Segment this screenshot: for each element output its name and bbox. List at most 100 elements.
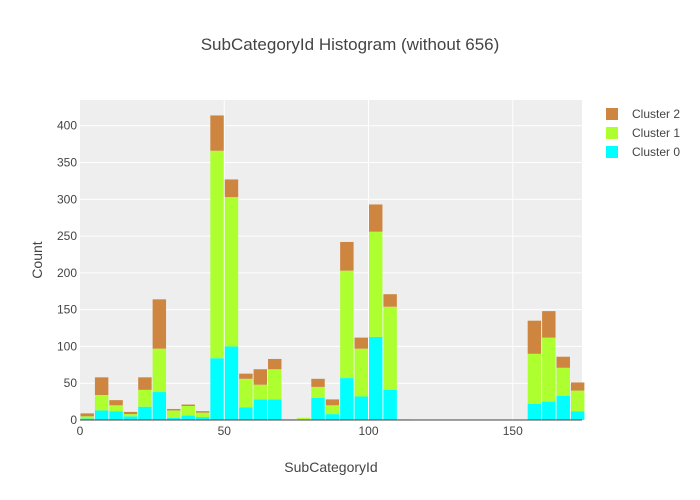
bar-cluster-1[interactable] xyxy=(570,390,585,412)
bar-cluster-1[interactable] xyxy=(542,337,556,402)
bar-cluster-0[interactable] xyxy=(340,378,354,420)
bar-cluster-2[interactable] xyxy=(167,408,181,411)
bar-cluster-0[interactable] xyxy=(542,401,556,420)
bar-cluster-0[interactable] xyxy=(527,403,542,420)
bar-cluster-2[interactable] xyxy=(152,299,167,349)
bar-cluster-2[interactable] xyxy=(109,400,123,406)
bar-cluster-2[interactable] xyxy=(325,399,340,406)
bar-cluster-2[interactable] xyxy=(138,377,152,390)
y-tick-label: 200 xyxy=(57,266,77,280)
bar-cluster-0[interactable] xyxy=(167,417,181,420)
x-tick-label: 0 xyxy=(77,424,84,438)
y-axis-title: Count xyxy=(29,241,45,278)
bar-cluster-0[interactable] xyxy=(369,336,383,420)
axes: 0 50 100 150 200 250 300 350 400 0 50 100 150 xyxy=(57,119,582,438)
legend-swatch xyxy=(606,108,618,120)
bar-cluster-2[interactable] xyxy=(253,369,268,385)
bar-cluster-2[interactable] xyxy=(340,241,354,271)
bar-cluster-1[interactable] xyxy=(224,197,239,347)
bar-cluster-2[interactable] xyxy=(311,378,325,387)
bar-cluster-1[interactable] xyxy=(138,389,152,407)
bar-cluster-0[interactable] xyxy=(195,417,210,420)
bar-cluster-1[interactable] xyxy=(556,367,570,396)
bar-cluster-1[interactable] xyxy=(210,150,224,359)
bar-cluster-0[interactable] xyxy=(109,411,123,420)
bar-cluster-1[interactable] xyxy=(152,348,167,393)
bar-cluster-0[interactable] xyxy=(383,389,397,420)
legend-item[interactable]: Cluster 2 xyxy=(606,107,680,121)
legend-swatch xyxy=(606,127,618,139)
bar-cluster-0[interactable] xyxy=(570,411,585,420)
bar-cluster-2[interactable] xyxy=(239,373,253,379)
x-tick-label: 50 xyxy=(218,424,232,438)
bar-cluster-1[interactable] xyxy=(325,405,340,415)
bar-cluster-1[interactable] xyxy=(268,369,282,400)
bar-cluster-2[interactable] xyxy=(369,204,383,232)
bar-cluster-2[interactable] xyxy=(80,413,94,417)
bar-cluster-1[interactable] xyxy=(527,353,542,404)
y-tick-label: 400 xyxy=(57,119,77,133)
legend-label: Cluster 0 xyxy=(632,145,680,159)
bar-cluster-1[interactable] xyxy=(296,417,311,420)
bar-cluster-0[interactable] xyxy=(80,418,94,420)
bar-cluster-2[interactable] xyxy=(94,377,109,395)
bar-cluster-0[interactable] xyxy=(556,395,570,420)
bar-cluster-2[interactable] xyxy=(224,179,239,198)
bar-cluster-0[interactable] xyxy=(325,414,340,420)
legend-label: Cluster 1 xyxy=(632,126,680,140)
bar-cluster-0[interactable] xyxy=(224,346,239,420)
bar-cluster-0[interactable] xyxy=(123,416,138,420)
bar-cluster-2[interactable] xyxy=(195,411,210,413)
bar-cluster-0[interactable] xyxy=(138,406,152,420)
bar-cluster-0[interactable] xyxy=(311,397,325,420)
bar-cluster-2[interactable] xyxy=(181,404,195,407)
x-axis-title: SubCategoryId xyxy=(284,459,377,475)
bar-cluster-2[interactable] xyxy=(123,411,138,415)
bar-cluster-2[interactable] xyxy=(383,294,397,307)
y-tick-label: 100 xyxy=(57,339,77,353)
bar-cluster-1[interactable] xyxy=(354,348,369,397)
bar-cluster-0[interactable] xyxy=(152,392,167,420)
bar-marks xyxy=(80,115,585,420)
bar-cluster-1[interactable] xyxy=(369,231,383,337)
bar-cluster-0[interactable] xyxy=(354,396,369,420)
y-tick-label: 250 xyxy=(57,229,77,243)
bar-cluster-2[interactable] xyxy=(570,382,585,391)
legend[interactable]: Cluster 2 Cluster 1 Cluster 0 xyxy=(606,107,680,159)
bar-cluster-2[interactable] xyxy=(210,115,224,151)
legend-item[interactable]: Cluster 1 xyxy=(606,126,680,140)
bar-cluster-1[interactable] xyxy=(340,270,354,379)
y-tick-label: 0 xyxy=(70,413,77,427)
bar-cluster-0[interactable] xyxy=(253,399,268,420)
bar-cluster-2[interactable] xyxy=(556,356,570,368)
bar-cluster-1[interactable] xyxy=(253,384,268,400)
bar-cluster-2[interactable] xyxy=(268,358,282,370)
x-tick-label: 100 xyxy=(358,424,378,438)
y-tick-label: 50 xyxy=(64,376,78,390)
legend-label: Cluster 2 xyxy=(632,107,680,121)
bar-cluster-2[interactable] xyxy=(354,337,369,349)
bar-cluster-1[interactable] xyxy=(195,412,210,418)
bar-cluster-0[interactable] xyxy=(181,415,195,420)
legend-item[interactable]: Cluster 0 xyxy=(606,145,680,159)
bar-cluster-0[interactable] xyxy=(210,358,224,420)
bar-cluster-1[interactable] xyxy=(167,410,181,418)
bar-cluster-1[interactable] xyxy=(239,378,253,408)
bar-cluster-2[interactable] xyxy=(542,311,556,338)
bar-cluster-0[interactable] xyxy=(94,410,109,420)
x-tick-label: 150 xyxy=(503,424,523,438)
bar-cluster-1[interactable] xyxy=(383,306,397,390)
legend-swatch xyxy=(606,146,618,158)
bar-cluster-1[interactable] xyxy=(94,394,109,411)
bar-cluster-1[interactable] xyxy=(80,416,94,419)
bar-cluster-0[interactable] xyxy=(268,399,282,420)
bar-cluster-1[interactable] xyxy=(311,386,325,398)
y-tick-label: 350 xyxy=(57,156,77,170)
bar-cluster-0[interactable] xyxy=(239,407,253,420)
bar-cluster-2[interactable] xyxy=(527,320,542,354)
bar-cluster-1[interactable] xyxy=(123,414,138,417)
bar-cluster-1[interactable] xyxy=(109,405,123,412)
bar-cluster-1[interactable] xyxy=(181,406,195,416)
y-tick-label: 300 xyxy=(57,192,77,206)
